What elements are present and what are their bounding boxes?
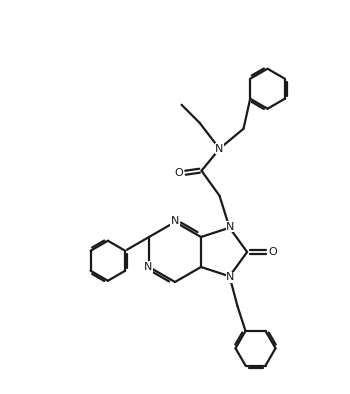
Text: O: O bbox=[174, 168, 183, 178]
Text: N: N bbox=[171, 216, 179, 226]
Text: N: N bbox=[215, 144, 224, 154]
Text: N: N bbox=[226, 222, 235, 232]
Text: O: O bbox=[269, 247, 278, 257]
Text: N: N bbox=[226, 272, 235, 282]
Text: N: N bbox=[144, 262, 152, 272]
